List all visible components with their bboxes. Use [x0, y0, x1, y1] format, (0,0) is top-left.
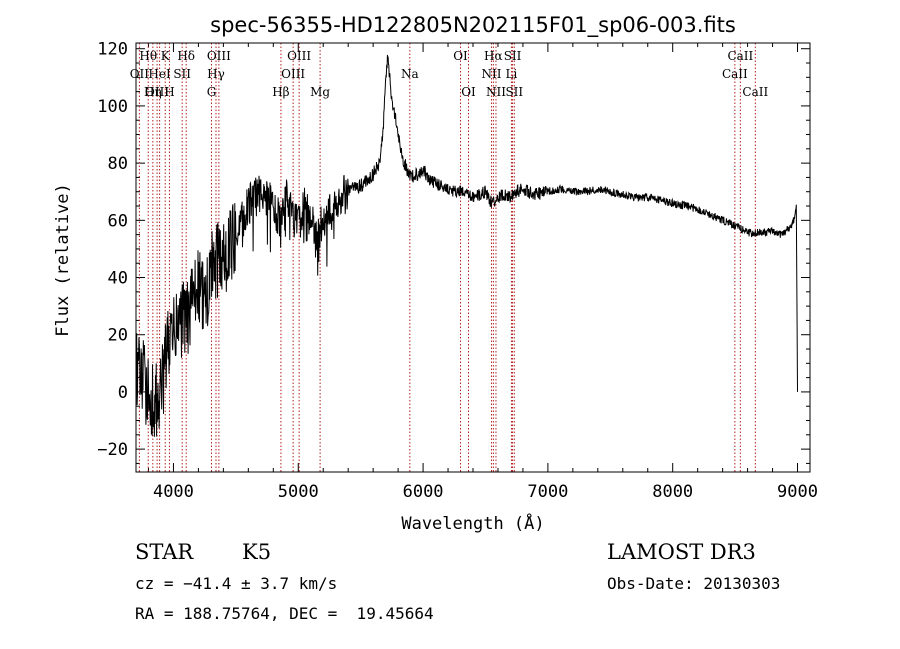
spectral-line-label: Hβ: [272, 85, 289, 99]
spectral-line-label: SII: [504, 49, 522, 63]
y-tick-label: 120: [97, 40, 128, 60]
x-tick-label: 5000: [278, 482, 319, 502]
plot-frame: [135, 42, 811, 473]
spectral-line-label: H: [164, 85, 174, 99]
chart-title: spec-56355-HD122805N202115F01_sp06-003.f…: [210, 13, 736, 38]
spectral-line-label: Li: [506, 67, 518, 81]
observation-date: Obs-Date: 20130303: [607, 574, 781, 593]
spectral-line-label: SII: [173, 67, 191, 81]
spectral-line-label: Hδ: [177, 49, 195, 63]
spectral-line-label: NII: [486, 85, 506, 99]
spectral-line-label: CaII: [727, 49, 753, 63]
spectral-line-label: SII: [505, 85, 523, 99]
survey-name: LAMOST DR3: [607, 540, 756, 564]
y-tick-label: 100: [97, 97, 128, 117]
y-tick-label: 20: [108, 326, 128, 346]
spectral-line-label: Na: [401, 67, 419, 81]
spectral-line-label: G: [207, 85, 217, 99]
sky-coordinates: RA = 188.75764, DEC = 19.45664: [135, 604, 434, 623]
object-class: STAR: [135, 540, 194, 564]
spectral-line-label: Hθ: [139, 49, 157, 63]
x-tick-label: 7000: [527, 482, 568, 502]
object-subclass: K5: [242, 540, 272, 564]
spectral-line-label: Hη: [144, 85, 162, 99]
y-axis-label: Flux (relative): [53, 183, 73, 337]
spectral-line-label: NII: [481, 67, 501, 81]
spectral-line-label: OIII: [207, 49, 231, 63]
spectral-line-label: OI: [461, 85, 476, 99]
spectral-line-label: Mg: [310, 85, 330, 99]
y-tick-label: 80: [108, 154, 128, 174]
x-tick-label: 8000: [652, 482, 693, 502]
x-axis-label: Wavelength (Å): [401, 512, 544, 534]
y-tick-label: 0: [118, 383, 128, 403]
flux-series-line: [135, 54, 798, 437]
spectral-line-label: OIII: [281, 67, 305, 81]
y-tick-label: 60: [108, 211, 128, 231]
x-tick-label: 4000: [153, 482, 194, 502]
spectral-line-label: K: [161, 49, 171, 63]
y-tick-labels: −20 0 20 40 60 80 100 120: [97, 40, 128, 460]
spectral-line-label: OIII: [287, 49, 311, 63]
spectral-line-label: OI: [453, 49, 468, 63]
spectral-line-label: CaII: [742, 85, 768, 99]
spectral-line-label: CaII: [722, 67, 748, 81]
spectral-line-labels: Hθ OII OIII K HeI Hη H SII Hδ OIII Hγ G Hβ OIII OIII Mg…: [130, 49, 769, 99]
y-tick-label: 40: [108, 269, 128, 289]
y-tick-label: −20: [97, 440, 128, 460]
spectral-line-label: OIII: [145, 85, 169, 99]
spectral-line-label: OII: [130, 67, 150, 81]
x-tick-label: 9000: [777, 482, 818, 502]
spectral-line-label: HeI: [148, 67, 171, 81]
x-tick-label: 6000: [403, 482, 444, 502]
spectral-line-label: Hγ: [207, 67, 225, 81]
spectral-line-label: Hα: [484, 49, 503, 63]
redshift-velocity: cz = −41.4 ± 3.7 km/s: [135, 574, 338, 593]
minor-ticks: [136, 43, 810, 472]
x-tick-labels: 4000 5000 6000 7000 8000 9000: [153, 482, 818, 502]
